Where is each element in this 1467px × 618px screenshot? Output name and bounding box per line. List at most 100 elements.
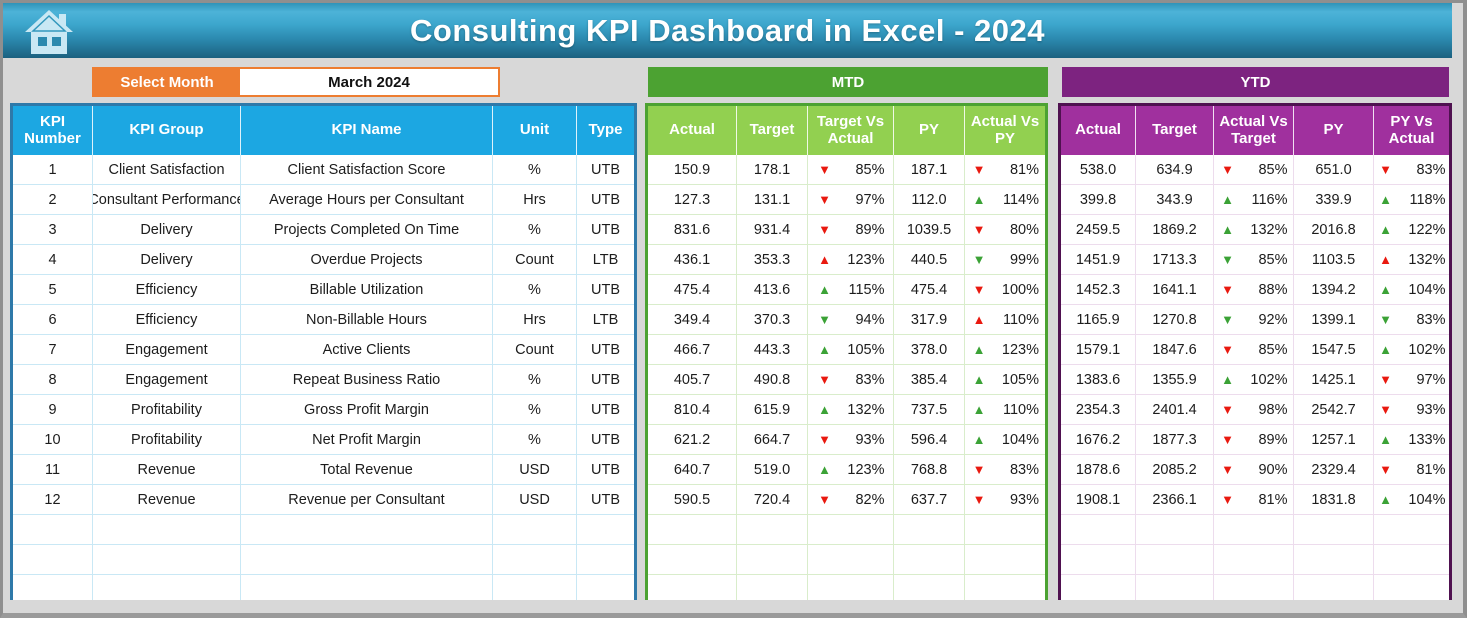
mtd-table-body: 150.9 178.1 ▼ 85% 187.1 ▼ 81% 127.3 131.1 ▼ 97% 112… [648, 155, 1045, 600]
ratio-value: 105% [1001, 371, 1039, 388]
down-arrow-icon: ▼ [1221, 342, 1234, 357]
empty-cell [648, 515, 737, 544]
up-arrow-icon: ▲ [818, 402, 831, 417]
actual-cell: 1383.6 [1061, 365, 1136, 394]
actual-cell: 1452.3 [1061, 275, 1136, 304]
empty-cell [493, 545, 577, 574]
up-arrow-icon: ▲ [1221, 192, 1234, 207]
empty-cell [1061, 515, 1136, 544]
down-arrow-icon: ▼ [818, 312, 831, 327]
empty-cell [808, 545, 894, 574]
unit-cell: % [493, 395, 577, 424]
ratio-value: 114% [1002, 191, 1039, 208]
ratio-cell: ▲ 132% [1214, 215, 1294, 244]
ratio-cell: ▼ 83% [1374, 305, 1449, 334]
kpi-name-cell: Net Profit Margin [241, 425, 493, 454]
unit-cell: USD [493, 455, 577, 484]
down-arrow-icon: ▼ [818, 222, 831, 237]
ratio-cell: ▼ 83% [808, 365, 894, 394]
empty-cell [1374, 515, 1449, 544]
down-arrow-icon: ▼ [818, 432, 831, 447]
title-bar: Consulting KPI Dashboard in Excel - 2024 [3, 3, 1452, 58]
actual-cell: 349.4 [648, 305, 737, 334]
up-arrow-icon: ▲ [972, 192, 986, 207]
ratio-cell: ▲ 110% [965, 305, 1045, 334]
target-cell: 1641.1 [1136, 275, 1214, 304]
table-row: 349.4 370.3 ▼ 94% 317.9 ▲ 110% [648, 305, 1045, 335]
ratio-value: 100% [1001, 281, 1039, 298]
table-row: 1676.2 1877.3 ▼ 89% 1257.1 ▲ 133% [1061, 425, 1449, 455]
empty-cell [1214, 545, 1294, 574]
type-cell: UTB [591, 161, 620, 178]
actual-cell: 150.9 [648, 155, 737, 184]
kpi-group-cell: Consultant Performance [93, 185, 241, 214]
type-cell: UTB [591, 191, 620, 208]
empty-cell [965, 575, 1045, 600]
kpi-group-cell: Delivery [93, 245, 241, 274]
ratio-value: 89% [1258, 431, 1288, 448]
empty-cell [1214, 575, 1294, 600]
py-cell: 737.5 [894, 395, 965, 424]
ratio-cell: ▼ 85% [1214, 335, 1294, 364]
down-arrow-icon: ▼ [1221, 462, 1234, 477]
empty-cell [1136, 545, 1214, 574]
empty-cell [241, 515, 493, 544]
empty-cell [1294, 545, 1374, 574]
kpi-group-cell: Delivery [93, 215, 241, 244]
ratio-value: 123% [847, 251, 885, 268]
py-cell: 378.0 [894, 335, 965, 364]
kpi-number-cell: 1 [13, 155, 93, 184]
ratio-cell: ▼ 99% [965, 245, 1045, 274]
empty-cell [808, 515, 894, 544]
down-arrow-icon: ▼ [1221, 162, 1234, 177]
ratio-cell: ▼ 81% [1214, 485, 1294, 514]
empty-table-row [648, 575, 1045, 600]
table-row: 11 Revenue Total Revenue USD UTB [13, 455, 634, 485]
ratio-value: 93% [1416, 401, 1446, 418]
table-row: 3 Delivery Projects Completed On Time% UTB [13, 215, 634, 245]
down-arrow-icon: ▼ [1221, 432, 1234, 447]
empty-cell [737, 575, 808, 600]
empty-table-row [1061, 545, 1449, 575]
column-header: Target Vs Actual [808, 106, 894, 155]
actual-cell: 1579.1 [1061, 335, 1136, 364]
column-header: KPI Group [93, 106, 241, 155]
table-row: 1908.1 2366.1 ▼ 81% 1831.8 ▲ 104% [1061, 485, 1449, 515]
target-cell: 370.3 [737, 305, 808, 334]
actual-cell: 436.1 [648, 245, 737, 274]
month-dropdown[interactable]: March 2024 [240, 69, 498, 95]
up-arrow-icon: ▲ [1379, 222, 1392, 237]
ratio-cell: ▲ 132% [1374, 245, 1449, 274]
table-row: 10 Profitability Net Profit Margin% UTB [13, 425, 634, 455]
target-cell: 2401.4 [1136, 395, 1214, 424]
ratio-value: 116% [1251, 191, 1288, 208]
ytd-table-body: 538.0 634.9 ▼ 85% 651.0 ▼ 83% 399.8 343.9 ▲ 116% 33… [1061, 155, 1449, 600]
actual-cell: 831.6 [648, 215, 737, 244]
mtd-section-title: MTD [648, 67, 1048, 97]
ratio-cell: ▲ 105% [965, 365, 1045, 394]
ratio-cell: ▼ 94% [808, 305, 894, 334]
kpi-number-cell: 12 [13, 485, 93, 514]
kpi-group-cell: Engagement [93, 365, 241, 394]
py-cell: 768.8 [894, 455, 965, 484]
actual-cell: 127.3 [648, 185, 737, 214]
table-row: 1165.9 1270.8 ▼ 92% 1399.1 ▼ 83% [1061, 305, 1449, 335]
target-cell: 1713.3 [1136, 245, 1214, 274]
target-cell: 1869.2 [1136, 215, 1214, 244]
ratio-value: 85% [855, 161, 885, 178]
column-header: Unit [493, 106, 577, 155]
home-button[interactable] [23, 9, 75, 55]
up-arrow-icon: ▲ [818, 342, 831, 357]
table-row: 621.2 664.7 ▼ 93% 596.4 ▲ 104% [648, 425, 1045, 455]
actual-cell: 2459.5 [1061, 215, 1136, 244]
ratio-cell: ▼ 93% [965, 485, 1045, 514]
unit-cell: USD [493, 485, 577, 514]
kpi-group-cell: Profitability [93, 425, 241, 454]
table-row: 475.4 413.6 ▲ 115% 475.4 ▼ 100% [648, 275, 1045, 305]
empty-cell [894, 575, 965, 600]
empty-cell [1374, 545, 1449, 574]
ytd-table: Actual Target Actual Vs Target PY PY Vs Actu… [1058, 103, 1452, 600]
empty-cell [93, 545, 241, 574]
ratio-value: 85% [1258, 161, 1288, 178]
ratio-value: 104% [1001, 431, 1039, 448]
